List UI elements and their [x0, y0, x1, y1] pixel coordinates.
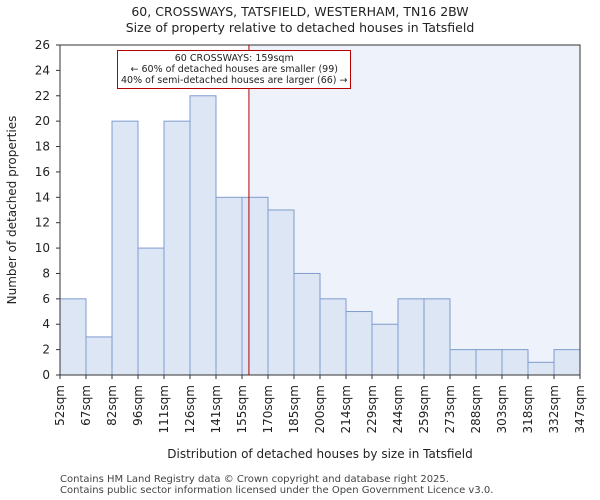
bar-273sqm — [449, 349, 477, 376]
x-tick-label-244sqm: 244sqm — [391, 385, 405, 433]
bar-67sqm — [85, 336, 113, 376]
y-tick-label-20: 20 — [35, 114, 50, 128]
annotation-line-3: 40% of semi-detached houses are larger (… — [121, 75, 348, 86]
annotation-line-1: 60 CROSSWAYS: 159sqm — [174, 53, 294, 64]
y-tick-label-14: 14 — [35, 190, 50, 204]
bar-318sqm — [527, 361, 555, 376]
x-tick-label-229sqm: 229sqm — [365, 385, 379, 433]
x-tick-label-141sqm: 141sqm — [209, 385, 223, 433]
y-tick-label-0: 0 — [42, 368, 50, 382]
x-tick-label-318sqm: 318sqm — [521, 385, 535, 433]
chart-title: 60, CROSSWAYS, TATSFIELD, WESTERHAM, TN1… — [131, 4, 469, 19]
x-tick-label-332sqm: 332sqm — [547, 385, 561, 433]
bar-52sqm — [59, 298, 87, 376]
bar-82sqm — [111, 120, 139, 376]
bar-185sqm — [293, 272, 321, 376]
y-tick-label-26: 26 — [35, 38, 50, 52]
x-tick-label-185sqm: 185sqm — [287, 385, 301, 433]
x-tick-label-155sqm: 155sqm — [235, 385, 249, 433]
y-axis-label: Number of detached properties — [5, 116, 19, 305]
bar-332sqm — [553, 349, 581, 376]
x-tick-label-347sqm: 347sqm — [573, 385, 587, 433]
x-tick-label-96sqm: 96sqm — [131, 385, 145, 426]
x-tick-label-170sqm: 170sqm — [261, 385, 275, 433]
x-tick-label-126sqm: 126sqm — [183, 385, 197, 433]
y-tick-label-12: 12 — [35, 216, 50, 230]
bar-126sqm — [189, 95, 217, 376]
x-tick-label-259sqm: 259sqm — [417, 385, 431, 433]
bar-155sqm — [241, 196, 269, 376]
bar-288sqm — [475, 349, 503, 376]
annotation-line-2: ← 60% of detached houses are smaller (99… — [130, 64, 338, 75]
x-tick-label-52sqm: 52sqm — [53, 385, 67, 426]
y-tick-label-10: 10 — [35, 241, 50, 255]
y-tick-label-4: 4 — [42, 317, 50, 331]
y-tick-label-18: 18 — [35, 140, 50, 154]
bar-141sqm — [215, 196, 243, 376]
bar-303sqm — [501, 349, 529, 376]
bar-200sqm — [319, 298, 347, 376]
x-axis-label: Distribution of detached houses by size … — [167, 447, 472, 461]
y-tick-label-24: 24 — [35, 63, 50, 77]
x-tick-label-303sqm: 303sqm — [495, 385, 509, 433]
chart-subtitle: Size of property relative to detached ho… — [125, 20, 475, 35]
bar-229sqm — [371, 323, 399, 376]
x-tick-label-288sqm: 288sqm — [469, 385, 483, 433]
x-tick-label-200sqm: 200sqm — [313, 385, 327, 433]
bar-111sqm — [163, 120, 191, 376]
bar-96sqm — [137, 247, 165, 376]
y-tick-label-16: 16 — [35, 165, 50, 179]
y-tick-label-6: 6 — [42, 292, 50, 306]
x-tick-label-111sqm: 111sqm — [157, 385, 171, 433]
y-tick-label-2: 2 — [42, 343, 50, 357]
x-tick-label-273sqm: 273sqm — [443, 385, 457, 433]
property-annotation: 60 CROSSWAYS: 159sqm ← 60% of detached h… — [117, 50, 352, 89]
bar-214sqm — [345, 311, 373, 376]
x-tick-label-67sqm: 67sqm — [79, 385, 93, 426]
x-tick-label-214sqm: 214sqm — [339, 385, 353, 433]
bar-259sqm — [423, 298, 451, 376]
y-tick-label-22: 22 — [35, 89, 50, 103]
bar-244sqm — [397, 298, 425, 376]
y-tick-label-8: 8 — [42, 266, 50, 280]
footer-copyright: Contains HM Land Registry data © Crown c… — [60, 474, 449, 485]
footer-licence: Contains public sector information licen… — [60, 485, 494, 496]
bar-170sqm — [267, 209, 295, 376]
x-tick-label-82sqm: 82sqm — [105, 385, 119, 426]
